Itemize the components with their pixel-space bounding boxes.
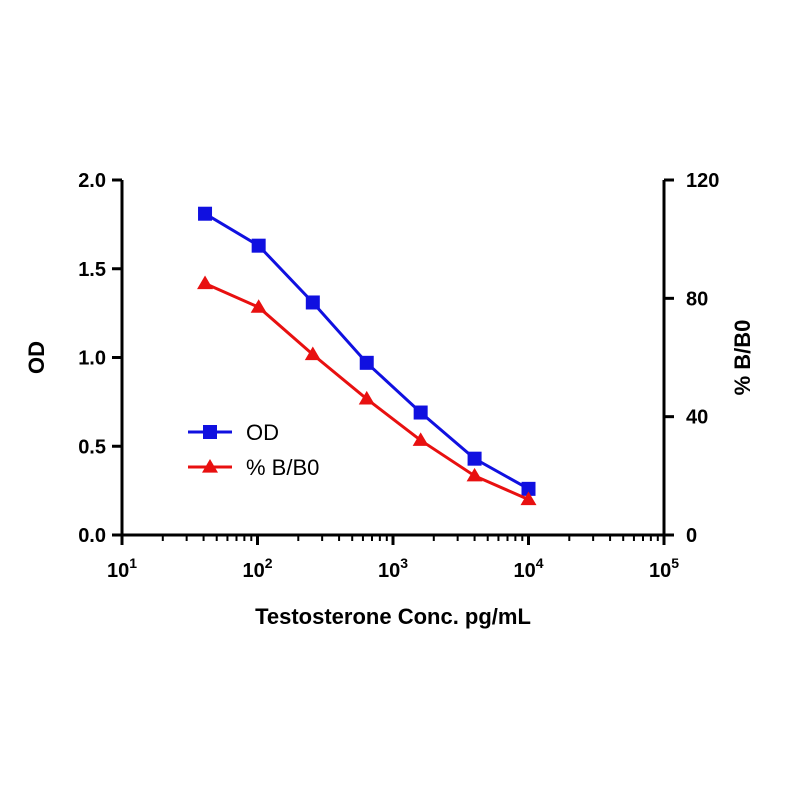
data-point-od xyxy=(413,405,428,420)
y-tick-label-left: 1.5 xyxy=(78,259,106,281)
x-tick-label: 103 xyxy=(378,555,408,582)
legend-marker-bb0 xyxy=(202,459,218,473)
y-tick-label-left: 1.0 xyxy=(78,348,106,370)
data-point-bb0 xyxy=(250,299,267,313)
legend: OD % B/B0 xyxy=(188,420,319,480)
y-tick-label-right: 80 xyxy=(686,288,708,310)
y-tick-label-right: 0 xyxy=(686,525,697,547)
ticks: 0.0 0.5 1.0 1.5 2.0 0 40 80 120 101 102 103 104 105 xyxy=(78,170,719,582)
x-axis-title: Testosterone Conc. pg/mL xyxy=(255,604,531,629)
y-tick-label-left: 0.0 xyxy=(78,525,106,547)
y-tick-label-left: 2.0 xyxy=(78,170,106,192)
data-point-bb0 xyxy=(412,432,429,446)
data-point-bb0 xyxy=(197,275,214,290)
x-tick-label: 101 xyxy=(107,555,137,582)
y-tick-label-right: 120 xyxy=(686,170,719,192)
data-point-bb0 xyxy=(358,390,375,405)
data-point-od xyxy=(305,295,320,310)
data-point-od xyxy=(198,206,213,221)
legend-label-bb0: % B/B0 xyxy=(246,455,319,480)
data-point-od xyxy=(359,355,374,370)
x-tick-label: 105 xyxy=(649,555,679,582)
y-axis-title-right: % B/B0 xyxy=(730,320,755,396)
y-axis-title-left: OD xyxy=(24,341,49,374)
data-point-od xyxy=(251,238,266,253)
data-point-od xyxy=(521,481,536,496)
series-group xyxy=(197,206,537,506)
data-point-bb0 xyxy=(466,467,483,482)
data-point-od xyxy=(467,451,482,466)
y-tick-label-left: 0.5 xyxy=(78,436,106,458)
data-point-bb0 xyxy=(520,491,537,506)
data-point-bb0 xyxy=(304,346,321,361)
legend-marker-od xyxy=(203,425,217,439)
x-tick-label: 102 xyxy=(242,555,272,582)
legend-label-od: OD xyxy=(246,420,279,445)
x-tick-label: 104 xyxy=(513,555,543,582)
y-tick-label-right: 40 xyxy=(686,407,708,429)
axes xyxy=(120,180,666,537)
series-line-od xyxy=(204,212,530,491)
